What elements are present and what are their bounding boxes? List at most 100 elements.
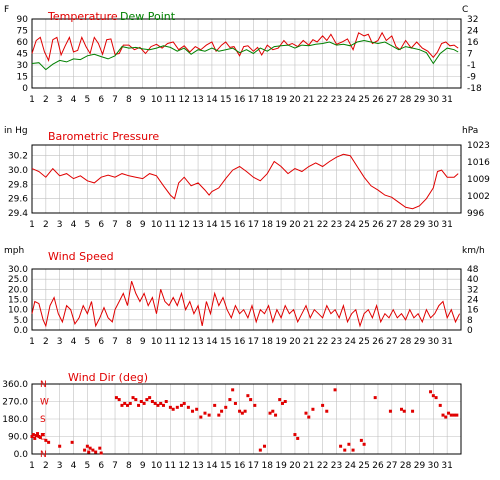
x-tick-label: 28	[400, 337, 412, 347]
x-tick-label: 31	[441, 337, 452, 347]
point-wind-dir-deg	[238, 409, 242, 413]
x-tick-label: 11	[165, 95, 176, 105]
x-tick-label: 12	[178, 220, 189, 230]
compass-label: N	[40, 450, 47, 460]
x-tick-label: 30	[428, 337, 440, 347]
x-tick-label: 16	[234, 220, 246, 230]
x-tick-label: 29	[414, 220, 426, 230]
x-tick-label: 3	[57, 220, 63, 230]
x-tick-label: 4	[71, 220, 77, 230]
point-wind-dir-deg	[268, 411, 272, 415]
right-tick-label: -1	[467, 61, 476, 71]
x-tick-label: 25	[358, 95, 369, 105]
right-tick-label: 996	[467, 209, 484, 219]
point-wind-dir-deg	[307, 415, 311, 419]
x-tick-label: 27	[386, 337, 397, 347]
right-tick-label: 16	[467, 306, 479, 316]
right-tick-label: -18	[467, 84, 482, 94]
x-tick-label: 20	[289, 337, 301, 347]
y-tick-label: 30	[17, 61, 29, 71]
x-tick-label: 6	[98, 220, 104, 230]
point-wind-dir-deg	[91, 448, 95, 452]
series-line-temperature	[31, 31, 459, 62]
compass-label: W	[40, 398, 49, 408]
point-wind-dir-deg	[156, 403, 160, 407]
point-wind-dir-deg	[220, 409, 224, 413]
right-tick-label: 1016	[467, 158, 490, 168]
point-wind-dir-deg	[164, 400, 168, 403]
x-tick-label: 17	[248, 220, 259, 230]
x-tick-label: 16	[234, 461, 246, 471]
y-tick-label: 29.6	[8, 195, 28, 205]
x-tick-label: 21	[303, 461, 314, 471]
x-tick-label: 22	[317, 461, 328, 471]
x-tick-label: 11	[165, 461, 176, 471]
x-tick-label: 9	[140, 461, 146, 471]
point-wind-dir-deg	[283, 400, 287, 403]
x-tick-label: 18	[262, 95, 274, 105]
x-tick-label: 4	[71, 337, 77, 347]
point-wind-dir-deg	[34, 434, 38, 438]
y-tick-label: 180.0	[2, 415, 28, 425]
y-tick-label: 29.8	[8, 180, 28, 190]
point-wind-dir-deg	[373, 396, 377, 400]
x-tick-label: 13	[192, 95, 203, 105]
x-tick-label: 6	[98, 337, 104, 347]
right-tick-label: 1009	[467, 175, 490, 185]
x-tick-label: 22	[317, 337, 328, 347]
x-tick-label: 26	[372, 220, 384, 230]
chart-title: Wind Dir (deg)	[68, 371, 148, 384]
x-tick-label: 1	[29, 337, 35, 347]
x-tick-label: 31	[441, 95, 452, 105]
point-wind-dir-deg	[31, 433, 35, 437]
point-wind-dir-deg	[199, 415, 203, 419]
x-tick-label: 23	[331, 461, 342, 471]
compass-label: N	[40, 380, 47, 390]
point-wind-dir-deg	[88, 446, 92, 450]
point-wind-dir-deg	[262, 444, 266, 448]
point-wind-dir-deg	[83, 448, 87, 452]
x-tick-label: 1	[29, 220, 35, 230]
point-wind-dir-deg	[293, 433, 297, 437]
x-tick-label: 28	[400, 220, 412, 230]
x-tick-label: 10	[151, 95, 163, 105]
point-wind-dir-deg	[388, 409, 392, 413]
x-tick-label: 25	[358, 220, 369, 230]
y-tick-label: 60	[17, 38, 29, 48]
x-tick-label: 28	[400, 95, 412, 105]
x-tick-label: 24	[345, 95, 357, 105]
point-wind-dir-deg	[359, 438, 363, 442]
x-tick-label: 19	[275, 337, 287, 347]
point-wind-dir-deg	[278, 398, 282, 402]
point-wind-dir-deg	[233, 401, 237, 405]
point-wind-dir-deg	[99, 451, 103, 455]
right-tick-label: 24	[467, 296, 479, 306]
x-tick-label: 19	[275, 461, 287, 471]
point-wind-dir-deg	[70, 440, 74, 444]
x-tick-label: 12	[178, 461, 189, 471]
point-wind-dir-deg	[240, 411, 244, 415]
point-wind-dir-deg	[333, 388, 337, 392]
x-tick-label: 9	[140, 95, 146, 105]
point-wind-dir-deg	[159, 401, 163, 405]
x-tick-label: 27	[386, 461, 397, 471]
point-wind-dir-deg	[228, 398, 232, 402]
right-tick-label: 1023	[467, 141, 490, 151]
point-wind-dir-deg	[168, 405, 172, 409]
point-wind-dir-deg	[411, 409, 415, 413]
x-tick-label: 10	[151, 337, 163, 347]
point-wind-dir-deg	[137, 403, 141, 407]
y-tick-label: 30.0	[8, 166, 28, 176]
point-wind-dir-deg	[175, 405, 179, 409]
point-wind-dir-deg	[30, 435, 34, 438]
y-tick-label: 0	[22, 84, 28, 94]
x-tick-label: 12	[178, 337, 189, 347]
y-tick-label: 30.0	[8, 265, 28, 275]
left-unit-label: in Hg	[4, 126, 28, 136]
right-tick-label: 24	[467, 27, 479, 37]
point-wind-dir-deg	[447, 411, 451, 415]
left-unit-label: mph	[4, 246, 24, 256]
point-wind-dir-deg	[280, 401, 284, 405]
point-wind-dir-deg	[114, 396, 118, 400]
point-wind-dir-deg	[195, 407, 199, 411]
